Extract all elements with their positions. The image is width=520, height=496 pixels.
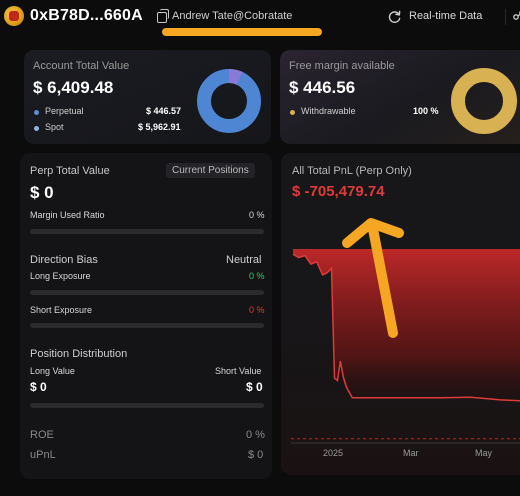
margin-used-label: Margin Used Ratio: [30, 210, 105, 220]
perpetual-value: $ 446.57: [146, 106, 182, 116]
margin-used-value: 0 %: [249, 210, 265, 220]
withdrawable-label: Withdrawable: [301, 106, 356, 116]
account-total-value: $ 6,409.48: [33, 78, 114, 97]
long-exposure-value: 0 %: [249, 271, 265, 281]
avatar-emblem: [9, 11, 19, 21]
direction-bias-label: Direction Bias: [30, 254, 98, 266]
x-tick-labels: 2025 Mar May: [323, 448, 493, 458]
wallet-address: 0xB78D...660A: [30, 7, 143, 24]
refresh-icon[interactable]: [387, 9, 402, 24]
free-margin-donut-chart: [451, 68, 517, 134]
account-donut-chart: [197, 69, 261, 133]
pnl-series-line: [292, 253, 520, 402]
account-total-card: Account Total Value $ 6,409.48 Perpetual…: [24, 50, 271, 144]
perpetual-donut-segment: [228, 69, 243, 85]
free-margin-card: Free margin available $ 446.56 Withdrawa…: [280, 50, 520, 144]
long-exposure-bar: [30, 290, 264, 295]
account-total-label: Account Total Value: [33, 60, 130, 72]
withdrawable-dot: [290, 110, 295, 115]
annotation-underline: [162, 28, 322, 36]
realtime-data-button[interactable]: Real-time Data: [409, 10, 483, 22]
header-bar: 0xB78D...660A Andrew Tate@Cobratate Real…: [0, 0, 520, 36]
pnl-card: All Total PnL (Perp Only) $ -705,479.74 …: [281, 153, 520, 475]
short-exposure-value: 0 %: [249, 305, 265, 315]
short-value-label: Short Value: [215, 366, 262, 376]
spot-dot: [34, 126, 39, 131]
pnl-value: $ -705,479.74: [292, 183, 385, 200]
upnl-label: uPnL: [30, 449, 56, 461]
roe-value: 0 %: [246, 429, 265, 441]
copy-icon[interactable]: [157, 9, 169, 23]
perpetual-label: Perpetual: [45, 106, 84, 116]
long-value: $ 0: [30, 380, 47, 394]
x-tick-label: May: [475, 448, 493, 458]
short-exposure-label: Short Exposure: [30, 305, 93, 315]
perp-total-label: Perp Total Value: [30, 165, 110, 177]
long-exposure-label: Long Exposure: [30, 271, 91, 281]
spot-donut-segment: [197, 69, 261, 133]
pnl-label: All Total PnL (Perp Only): [292, 165, 412, 177]
current-positions-tab[interactable]: Current Positions: [166, 163, 255, 178]
roe-label: ROE: [30, 429, 54, 441]
spot-value: $ 5,962.91: [138, 122, 181, 132]
withdrawable-donut-segment: [451, 68, 517, 134]
pnl-chart: 2025 Mar May: [291, 249, 520, 458]
free-margin-value: $ 446.56: [289, 78, 356, 97]
annotation-arrow: [342, 218, 404, 338]
direction-bias-value: Neutral: [226, 254, 262, 266]
withdrawable-value: 100 %: [413, 106, 439, 116]
share-icon[interactable]: [505, 9, 520, 25]
upnl-value: $ 0: [248, 449, 264, 461]
perp-total-value: $ 0: [30, 183, 54, 202]
margin-used-bar: [30, 229, 264, 234]
perpetual-dot: [34, 110, 39, 115]
x-tick-label: Mar: [403, 448, 419, 458]
perp-total-card: Perp Total Value $ 0 Margin Used Ratio 0…: [20, 153, 272, 479]
spot-label: Spot: [45, 122, 64, 132]
pnl-area-fill: [293, 249, 520, 401]
long-value-label: Long Value: [30, 366, 75, 376]
wallet-avatar: [4, 6, 24, 26]
short-value: $ 0: [246, 380, 263, 394]
wallet-alias: Andrew Tate@Cobratate: [172, 10, 293, 22]
free-margin-label: Free margin available: [289, 60, 395, 72]
x-tick-label: 2025: [323, 448, 343, 458]
position-distribution-label: Position Distribution: [30, 348, 128, 360]
position-distribution-bar: [30, 403, 264, 408]
short-exposure-bar: [30, 323, 264, 328]
